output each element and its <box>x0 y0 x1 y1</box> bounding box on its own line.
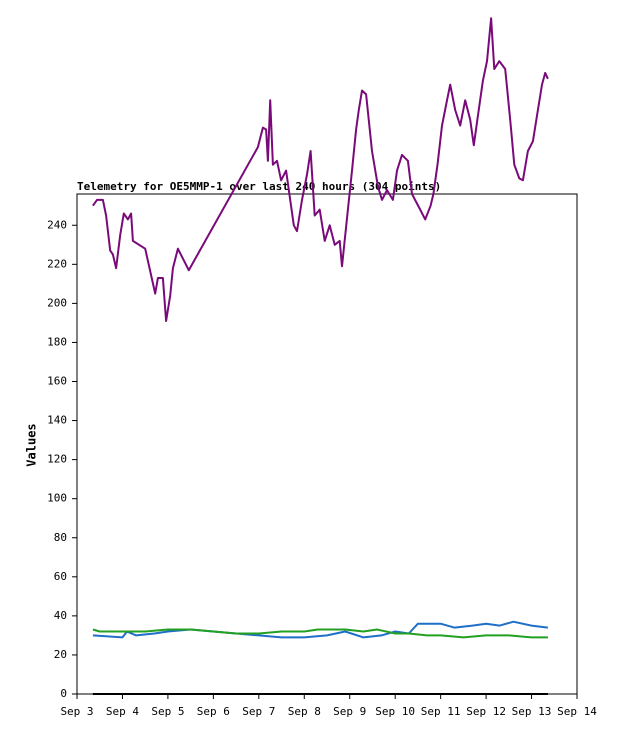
y-tick-label: 20 <box>54 648 67 661</box>
x-tick-label: Sep 6 <box>197 705 230 718</box>
y-tick-label: 140 <box>47 414 67 427</box>
y-tick-label: 220 <box>47 257 67 270</box>
series-line <box>92 17 549 322</box>
plot-frame <box>76 193 578 695</box>
x-tick-label: Sep 7 <box>242 705 275 718</box>
x-tick-label: Sep 10 <box>375 705 415 718</box>
x-tick-label: Sep 13 <box>512 705 552 718</box>
y-axis-label: Values <box>25 423 39 466</box>
x-tick-label: Sep 5 <box>151 705 184 718</box>
x-tick-label: Sep 4 <box>106 705 139 718</box>
y-tick-label: 200 <box>47 296 67 309</box>
y-tick-label: 100 <box>47 492 67 505</box>
y-tick-label: 0 <box>60 687 67 700</box>
y-tick-label: 180 <box>47 335 67 348</box>
series-line <box>92 628 548 639</box>
y-tick-label: 40 <box>54 609 67 622</box>
x-tick-label: Sep 8 <box>288 705 321 718</box>
y-tick-label: 80 <box>54 531 67 544</box>
y-tick-label: 240 <box>47 218 67 231</box>
x-tick-label: Sep 12 <box>466 705 506 718</box>
y-tick-label: 160 <box>47 375 67 388</box>
y-tick-label: 120 <box>47 453 67 466</box>
x-tick-label: Sep 9 <box>333 705 366 718</box>
series-line <box>92 620 549 639</box>
x-tick-label: Sep 11 <box>421 705 461 718</box>
x-tick-label: Sep 14 <box>557 705 597 718</box>
y-tick-label: 60 <box>54 570 67 583</box>
x-tick-label: Sep 3 <box>60 705 93 718</box>
